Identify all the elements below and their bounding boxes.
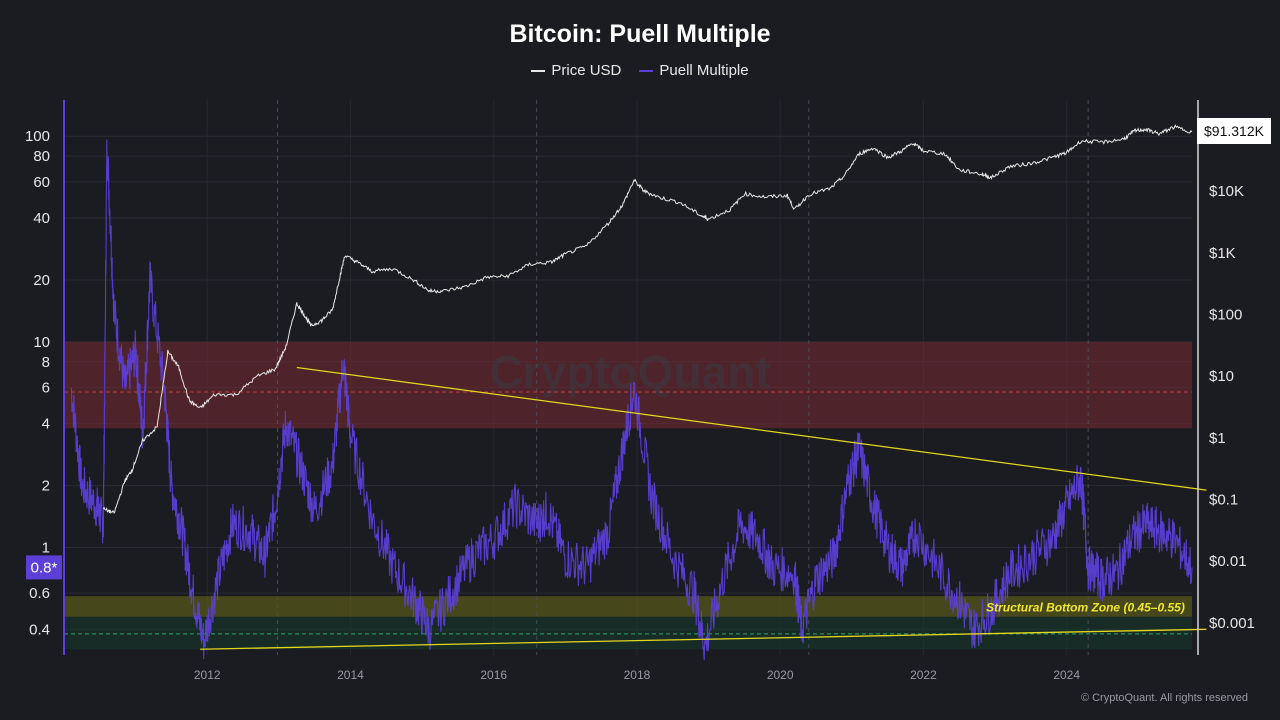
right-tick-label: $10K xyxy=(1209,183,1244,200)
series-line-puell xyxy=(70,139,1193,661)
right-tick-label: $10 xyxy=(1209,368,1234,385)
left-tick-label: 10 xyxy=(33,334,50,351)
left-tick-label: 100 xyxy=(25,128,50,145)
right-tick-label: $1 xyxy=(1209,430,1226,447)
trendline xyxy=(296,366,1207,491)
legend-item-puell[interactable]: Puell Multiple xyxy=(639,62,749,79)
copyright-footer: © CryptoQuant. All rights reserved xyxy=(1080,692,1248,704)
left-tick-label: 40 xyxy=(33,210,50,227)
right-tick-label: $0.1 xyxy=(1209,491,1238,508)
left-tick-label: 20 xyxy=(33,272,50,289)
left-tick-label: 8 xyxy=(42,354,50,371)
series-line-price xyxy=(102,124,1193,514)
x-tick-label: 2012 xyxy=(194,668,221,682)
x-tick-label: 2022 xyxy=(910,668,937,682)
right-tick-label: $0.01 xyxy=(1209,553,1247,570)
current-price-label: $91.312K xyxy=(1204,123,1265,139)
legend-label-puell: Puell Multiple xyxy=(659,62,749,79)
watermark: CryptoQuant xyxy=(489,346,770,398)
current-puell-label: 0.8* xyxy=(31,559,58,576)
left-tick-label: 0.6 xyxy=(29,585,50,602)
left-tick-label: 1 xyxy=(42,539,50,556)
x-tick-label: 2018 xyxy=(624,668,651,682)
current-puell-badge xyxy=(26,555,62,580)
puell-swatch xyxy=(639,69,654,72)
left-tick-label: 2 xyxy=(42,478,50,495)
left-tick-label: 0.4 xyxy=(29,621,50,638)
right-tick-label: $1K xyxy=(1209,245,1236,262)
left-tick-label: 6 xyxy=(42,379,50,396)
x-tick-label: 2016 xyxy=(480,668,507,682)
x-tick-label: 2014 xyxy=(337,668,364,682)
x-tick-label: 2020 xyxy=(767,668,794,682)
price-swatch xyxy=(531,69,546,72)
current-price-badge xyxy=(1197,118,1271,144)
right-tick-label: $0.001 xyxy=(1209,615,1255,632)
legend: Price USD Puell Multiple xyxy=(0,62,1280,79)
left-tick-label: 80 xyxy=(33,148,50,165)
left-tick-label: 60 xyxy=(33,174,50,191)
x-tick-label: 2024 xyxy=(1053,668,1080,682)
left-tick-label: 4 xyxy=(42,416,50,433)
legend-label-price: Price USD xyxy=(551,62,622,79)
annotation-label: Structural Bottom Zone (0.45–0.55) xyxy=(986,601,1185,615)
chart-title: Bitcoin: Puell Multiple xyxy=(509,20,771,48)
legend-item-price[interactable]: Price USD xyxy=(531,62,621,79)
trendline xyxy=(200,628,1207,650)
zone-band-1 xyxy=(64,596,1192,617)
right-tick-label: $100 xyxy=(1209,306,1242,323)
